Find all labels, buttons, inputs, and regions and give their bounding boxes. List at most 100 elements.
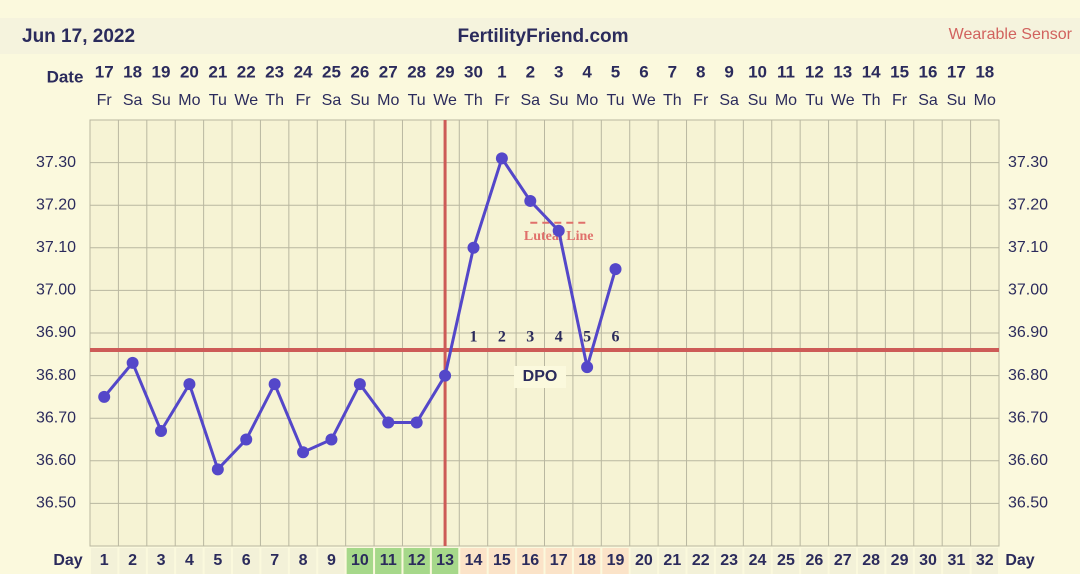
- weekday: Sa: [719, 92, 739, 109]
- temperature-point: [297, 446, 310, 459]
- temperature-point: [183, 378, 196, 391]
- y-tick-label-right: 37.30: [1008, 154, 1048, 171]
- weekday: Su: [947, 92, 967, 109]
- date: 18: [123, 62, 142, 81]
- day-cell: [176, 548, 203, 574]
- temperature-point: [410, 416, 423, 429]
- day-cell: [289, 548, 317, 574]
- weekday: Th: [464, 92, 483, 109]
- date: 26: [350, 62, 369, 81]
- y-tick-label-right: 36.80: [1008, 367, 1048, 384]
- weekday: We: [433, 92, 457, 109]
- y-tick-label: 36.90: [36, 324, 76, 341]
- date: 6: [639, 62, 648, 81]
- day-cell: [261, 548, 288, 574]
- day-number: 16: [521, 552, 539, 569]
- day-number: 31: [947, 552, 965, 569]
- temperature-point: [382, 416, 395, 429]
- dpo-label-bg: [514, 366, 566, 388]
- temperature-point: [609, 263, 622, 276]
- date: 8: [696, 62, 705, 81]
- day-cell: [630, 548, 658, 574]
- y-tick-label: 37.30: [36, 154, 76, 171]
- day-number: 11: [380, 552, 397, 569]
- weekday: Fr: [494, 92, 510, 109]
- day-cell: [857, 548, 885, 574]
- day-number: 8: [299, 552, 308, 569]
- weekday: Th: [265, 92, 284, 109]
- date-label: Date: [47, 67, 84, 86]
- temperature-point: [439, 369, 452, 382]
- date: 5: [611, 62, 620, 81]
- weekday: We: [831, 92, 855, 109]
- weekday: Tu: [606, 92, 624, 109]
- day-cell: [545, 548, 572, 574]
- weekday: Su: [549, 92, 569, 109]
- date: 16: [919, 62, 938, 81]
- weekday: Mo: [974, 92, 996, 109]
- date: 18: [975, 62, 994, 81]
- day-cell: [659, 548, 686, 574]
- temperature-point: [126, 356, 139, 369]
- weekday: Su: [151, 92, 171, 109]
- day-cell: [517, 548, 544, 574]
- day-cell: [147, 548, 175, 574]
- y-tick-label: 36.70: [36, 409, 76, 426]
- weekday: Th: [663, 92, 682, 109]
- date: 15: [890, 62, 909, 81]
- day-cell: [431, 548, 459, 574]
- date: 2: [526, 62, 535, 81]
- dpo-number: 6: [612, 329, 620, 346]
- day-cell: [971, 548, 998, 574]
- y-tick-label: 36.80: [36, 367, 76, 384]
- day-cell: [403, 548, 430, 574]
- date: 30: [464, 62, 483, 81]
- chart-title: FertilityFriend.com: [457, 26, 628, 47]
- day-number: 22: [692, 552, 710, 569]
- weekday: Mo: [775, 92, 797, 109]
- y-tick-label: 36.50: [36, 495, 76, 512]
- temperature-point: [211, 463, 224, 476]
- source: Wearable Sensor: [949, 26, 1073, 43]
- y-tick-label: 37.20: [36, 196, 76, 213]
- day-cell: [460, 548, 487, 574]
- header-band: [0, 18, 1080, 54]
- weekday: Sa: [322, 92, 342, 109]
- day-number: 23: [720, 552, 738, 569]
- y-tick-label-right: 36.90: [1008, 324, 1048, 341]
- date: 4: [582, 62, 592, 81]
- day-number: 26: [805, 552, 823, 569]
- day-number: 28: [862, 552, 880, 569]
- day-number: 3: [157, 552, 166, 569]
- weekday: Tu: [408, 92, 426, 109]
- day-number: 27: [834, 552, 852, 569]
- weekday: Tu: [209, 92, 227, 109]
- date: 20: [180, 62, 199, 81]
- weekday: Sa: [918, 92, 938, 109]
- day-cell: [943, 548, 970, 574]
- y-tick-label-right: 36.60: [1008, 452, 1048, 469]
- day-number: 29: [891, 552, 909, 569]
- day-label-right: Day: [1005, 552, 1034, 569]
- weekday: Tu: [805, 92, 823, 109]
- date: 11: [777, 62, 795, 81]
- temperature-point: [495, 152, 508, 165]
- day-cell: [91, 548, 118, 574]
- weekday: Mo: [178, 92, 200, 109]
- day-cell: [801, 548, 828, 574]
- date: 9: [724, 62, 733, 81]
- weekday: We: [632, 92, 656, 109]
- weekday: Su: [350, 92, 370, 109]
- date: 1: [497, 62, 506, 81]
- day-cell: [204, 548, 232, 574]
- day-number: 10: [351, 552, 369, 569]
- date: 12: [805, 62, 824, 81]
- day-cell: [829, 548, 856, 574]
- day-cell: [715, 548, 743, 574]
- dpo-number: 1: [469, 329, 477, 346]
- day-cell: [772, 548, 800, 574]
- temperature-point: [268, 378, 281, 391]
- dpo-number: 3: [526, 329, 534, 346]
- day-number: 21: [663, 552, 681, 569]
- day-number: 32: [976, 552, 994, 569]
